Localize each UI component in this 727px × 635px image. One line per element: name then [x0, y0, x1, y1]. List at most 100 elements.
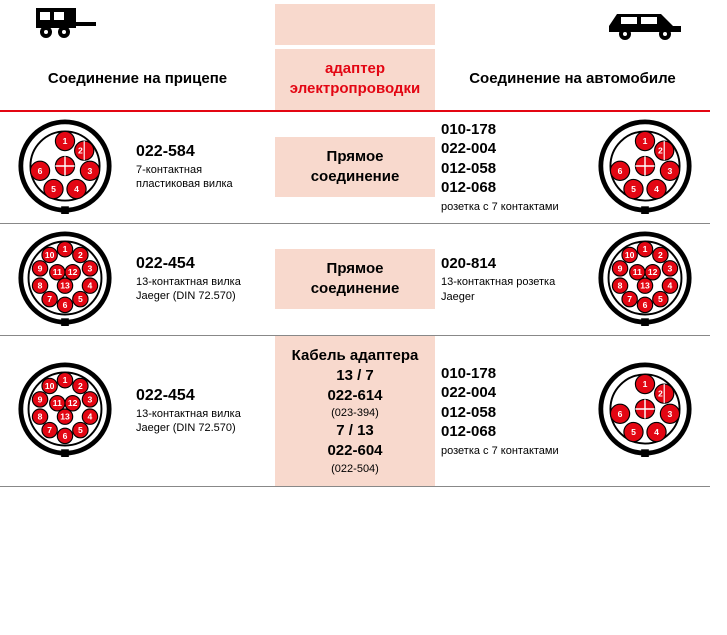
header-adapter: адаптер электропроводки [275, 49, 435, 110]
svg-text:5: 5 [51, 184, 56, 194]
trailer-code-cell: 022-454 13-контактная вилка Jaeger (DIN 7… [130, 379, 275, 444]
trailer-connector-cell: 12345678910111213 [0, 224, 130, 335]
vehicle-desc: розетка с 7 контактами [441, 200, 574, 214]
svg-text:6: 6 [63, 299, 68, 309]
svg-text:8: 8 [38, 280, 43, 290]
trailer-code: 022-454 [136, 255, 269, 273]
vehicle-code-cell: 010-178022-004012-058012-068 розетка с 7 … [435, 112, 580, 222]
svg-text:4: 4 [668, 280, 673, 290]
svg-text:4: 4 [654, 428, 659, 438]
trailer-desc: 13-контактная вилка Jaeger (DIN 72.570) [136, 407, 269, 436]
svg-text:9: 9 [38, 395, 43, 405]
svg-text:2: 2 [78, 381, 83, 391]
svg-text:8: 8 [38, 412, 43, 422]
svg-text:13: 13 [640, 280, 650, 290]
vehicle-code-cell: 010-178022-004012-058012-068розетка с 7 … [435, 356, 580, 466]
trailer-desc: 13-контактная вилка Jaeger (DIN 72.570) [136, 275, 269, 304]
svg-text:7: 7 [627, 294, 632, 304]
svg-text:5: 5 [631, 184, 636, 194]
trailer-connector-2: 12345678910111213 [17, 361, 113, 457]
svg-text:4: 4 [74, 184, 79, 194]
svg-text:11: 11 [53, 267, 62, 277]
svg-text:10: 10 [625, 249, 635, 259]
vehicle-code-cell: 020-81413-контактная розетка Jaeger [435, 246, 580, 312]
svg-text:11: 11 [633, 267, 642, 277]
trailer-connector-0: 123456 [17, 118, 113, 214]
vehicle-code: 022-004 [441, 139, 574, 159]
vehicle-connector-2: 123456 [597, 361, 693, 457]
svg-text:5: 5 [78, 426, 83, 436]
vehicle-code: 012-058 [441, 159, 574, 179]
svg-text:5: 5 [658, 294, 663, 304]
svg-text:3: 3 [88, 165, 93, 175]
svg-text:1: 1 [643, 244, 648, 254]
svg-text:13: 13 [60, 280, 70, 290]
svg-text:9: 9 [38, 263, 43, 273]
svg-text:7: 7 [47, 426, 52, 436]
vehicle-code: 010-178 [441, 364, 574, 384]
svg-text:12: 12 [68, 399, 78, 409]
vehicle-code: 012-068 [441, 178, 574, 198]
car-vehicle-icon-cell [580, 0, 710, 49]
trailer-vehicle-icon-cell [0, 0, 130, 49]
svg-text:1: 1 [63, 244, 68, 254]
vehicle-connector-0: 1234 56 [597, 118, 693, 214]
mid-spacer [275, 4, 435, 44]
svg-text:3: 3 [88, 395, 93, 405]
svg-text:4: 4 [88, 412, 93, 422]
svg-text:7: 7 [47, 294, 52, 304]
svg-text:1: 1 [643, 380, 648, 390]
svg-text:6: 6 [38, 165, 43, 175]
svg-text:2: 2 [658, 145, 663, 155]
svg-text:1: 1 [643, 136, 648, 146]
trailer-code: 022-584 [136, 143, 269, 161]
vehicle-desc: 13-контактная розетка Jaeger [441, 275, 574, 304]
svg-text:3: 3 [668, 165, 673, 175]
trailer-code-cell: 022-584 7-контактная пластиковая вилка [130, 135, 275, 200]
trailer-code: 022-454 [136, 387, 269, 405]
vehicle-code: 020-814 [441, 254, 574, 274]
svg-text:6: 6 [643, 299, 648, 309]
vehicle-connector-1: 12345678910111213 [597, 230, 693, 326]
vehicle-code: 012-058 [441, 403, 574, 423]
svg-text:13: 13 [60, 412, 70, 422]
trailer-desc: 7-контактная пластиковая вилка [136, 163, 269, 192]
adapter-cell: Прямое соединение [275, 249, 435, 310]
vehicle-code: 010-178 [441, 120, 574, 140]
svg-text:12: 12 [68, 267, 78, 277]
trailer-code-cell: 022-454 13-контактная вилка Jaeger (DIN 7… [130, 247, 275, 312]
divider [0, 486, 710, 487]
adapter-cell: Кабель адаптера13 / 7022-614(023-394)7 /… [275, 336, 435, 487]
svg-text:2: 2 [658, 249, 663, 259]
svg-text:4: 4 [88, 280, 93, 290]
svg-text:4: 4 [654, 184, 659, 194]
svg-text:6: 6 [618, 165, 623, 175]
trailer-icon [30, 6, 100, 40]
header-trailer: Соединение на прицепе [0, 62, 275, 97]
svg-text:1: 1 [63, 376, 68, 386]
vehicle-connector-cell: 123456 [580, 355, 710, 466]
trailer-connector-cell: 123456 [0, 112, 130, 223]
vehicle-code: 022-004 [441, 383, 574, 403]
svg-text:12: 12 [648, 267, 658, 277]
svg-text:3: 3 [88, 263, 93, 273]
trailer-connector-cell: 12345678910111213 [0, 355, 130, 466]
svg-text:2: 2 [658, 389, 663, 399]
svg-text:2: 2 [78, 249, 83, 259]
adapter-cell: Прямое соединение [275, 137, 435, 198]
vehicle-connector-cell: 12345678910111213 [580, 224, 710, 335]
svg-text:3: 3 [668, 263, 673, 273]
svg-text:8: 8 [618, 280, 623, 290]
trailer-connector-1: 12345678910111213 [17, 230, 113, 326]
svg-text:6: 6 [63, 431, 68, 441]
car-icon [605, 6, 685, 40]
svg-text:9: 9 [618, 263, 623, 273]
header-vehicle: Соединение на автомобиле [435, 62, 710, 97]
svg-text:11: 11 [53, 399, 62, 409]
svg-text:1: 1 [63, 136, 68, 146]
vehicle-code: 012-068 [441, 422, 574, 442]
svg-text:5: 5 [78, 294, 83, 304]
svg-text:6: 6 [618, 409, 623, 419]
vehicle-connector-cell: 1234 56 [580, 112, 710, 223]
svg-text:10: 10 [45, 249, 55, 259]
